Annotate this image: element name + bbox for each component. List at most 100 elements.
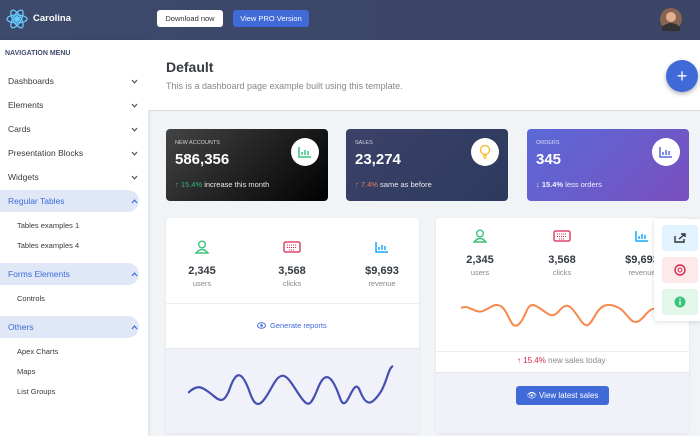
stat-icon xyxy=(445,229,515,248)
sales-note: new sales today xyxy=(548,356,606,365)
stat-label: revenue xyxy=(368,279,396,288)
eye-icon xyxy=(257,322,266,329)
nav-label: Elements xyxy=(8,100,44,110)
stat: 2,345 users xyxy=(167,265,237,288)
stat-icon xyxy=(167,240,237,259)
nav-item[interactable]: Widgets xyxy=(8,170,138,184)
stat-card: NEW ACCOUNTS 586,356 ↑ 15.4% increase thi… xyxy=(166,129,328,201)
chevron xyxy=(131,76,138,86)
avatar[interactable] xyxy=(659,7,683,31)
stat-change: 15.4% xyxy=(180,180,203,189)
download-button[interactable]: Download now xyxy=(157,10,223,27)
stat-value: 586,356 xyxy=(175,151,230,168)
chevron xyxy=(131,269,138,279)
nav-label: Forms Elements xyxy=(8,269,70,279)
stat-label: NEW ACCOUNTS xyxy=(175,140,220,146)
stat-footer: ↑ 7.4% same as before xyxy=(355,180,432,189)
stat-change: 15.4% xyxy=(541,180,564,189)
card xyxy=(166,218,419,433)
stat-icon xyxy=(471,138,499,166)
stat: 3,568 clicks xyxy=(257,265,327,288)
stat-value: 2,345 xyxy=(466,254,494,266)
nav-item[interactable]: Others xyxy=(8,320,138,334)
nav-subitem[interactable]: List Groups xyxy=(17,387,56,396)
chevron xyxy=(131,148,138,158)
nav-label: Others xyxy=(8,322,34,332)
info-button[interactable] xyxy=(662,289,698,315)
nav-label: Presentation Blocks xyxy=(8,148,84,158)
page-subtitle: This is a dashboard page example built u… xyxy=(166,81,403,91)
sales-footer: ↑ 15.4% new sales today xyxy=(517,356,606,365)
stat-icon xyxy=(291,138,319,166)
fab-button[interactable]: + xyxy=(666,60,698,92)
stat-value: 3,568 xyxy=(278,265,306,277)
nav-active-bg xyxy=(0,263,139,285)
stat-label: users xyxy=(192,279,212,288)
stat-card: SALES 23,274 ↑ 7.4% same as before xyxy=(346,129,508,201)
nav-label: Regular Tables xyxy=(8,196,65,206)
brand: Carolina xyxy=(33,13,72,24)
stat-icon xyxy=(527,229,597,247)
stat: 3,568 clicks xyxy=(527,254,597,277)
stat-value: 2,345 xyxy=(188,265,216,277)
nav-item[interactable]: Dashboards xyxy=(8,74,138,88)
nav-item[interactable]: Presentation Blocks xyxy=(8,146,138,160)
stat: $9,693 revenue xyxy=(607,254,677,277)
nav-item[interactable]: Regular Tables xyxy=(8,194,138,208)
chevron xyxy=(131,100,138,110)
stat-note: increase this month xyxy=(204,180,270,189)
stat-value: 23,274 xyxy=(355,151,401,168)
nav-label: Dashboards xyxy=(8,76,54,86)
stat-note: less orders xyxy=(565,180,602,189)
sparkline xyxy=(188,364,394,406)
sidebar xyxy=(0,40,148,436)
nav-subitem[interactable]: Maps xyxy=(17,367,36,376)
pro-button[interactable]: View PRO Version xyxy=(233,10,309,27)
nav-subitem[interactable]: Tables examples 4 xyxy=(17,241,80,250)
stat-value: 3,568 xyxy=(548,254,576,266)
stat-value: $9,693 xyxy=(625,254,659,266)
stat-footer: ↑ 15.4% increase this month xyxy=(175,180,270,189)
stat-label: ORDERS xyxy=(536,140,560,146)
nav-subitem[interactable]: Tables examples 1 xyxy=(17,221,80,230)
stat-icon xyxy=(652,138,680,166)
stat: 2,345 users xyxy=(445,254,515,277)
sparkline xyxy=(461,303,676,327)
nav-item[interactable]: Forms Elements xyxy=(8,267,138,281)
view-sales-button[interactable]: 👁︎ View latest sales xyxy=(516,386,609,405)
share-button[interactable] xyxy=(662,225,698,251)
stat-footer: ↓ 15.4% less orders xyxy=(536,180,602,189)
stat-change: 7.4% xyxy=(360,180,378,189)
stat: $9,693 revenue xyxy=(347,265,417,288)
stat-icon xyxy=(347,240,417,258)
help-button[interactable] xyxy=(662,257,698,283)
nav-label: Cards xyxy=(8,124,31,134)
nav-heading: NAVIGATION MENU xyxy=(5,50,71,57)
stat-note: same as before xyxy=(380,180,432,189)
nav-subitem[interactable]: Apex Charts xyxy=(17,347,59,356)
stat-label: SALES xyxy=(355,140,373,146)
floating-panel xyxy=(654,219,700,321)
stat-label: clicks xyxy=(552,268,572,277)
chevron xyxy=(131,124,138,134)
chevron xyxy=(131,172,138,182)
stat-icon xyxy=(607,229,677,247)
nav-item[interactable]: Cards xyxy=(8,122,138,136)
stat-label: revenue xyxy=(628,268,656,277)
nav-label: Widgets xyxy=(8,172,39,182)
stat-label: users xyxy=(470,268,490,277)
stat-label: clicks xyxy=(282,279,302,288)
nav-active-bg xyxy=(0,316,139,338)
button-label: View latest sales xyxy=(538,391,599,400)
generate-reports-link[interactable]: Generate reports xyxy=(270,321,327,330)
nav-active-bg xyxy=(0,190,139,212)
stat-card: ORDERS 345 ↓ 15.4% less orders xyxy=(527,129,689,201)
header: Carolina Download now View PRO Version xyxy=(0,0,700,40)
page-title-bar xyxy=(148,40,700,111)
stat-value: $9,693 xyxy=(365,265,399,277)
stat-icon xyxy=(257,240,327,258)
logo xyxy=(6,9,28,29)
nav-subitem[interactable]: Controls xyxy=(17,294,45,303)
nav-item[interactable]: Elements xyxy=(8,98,138,112)
